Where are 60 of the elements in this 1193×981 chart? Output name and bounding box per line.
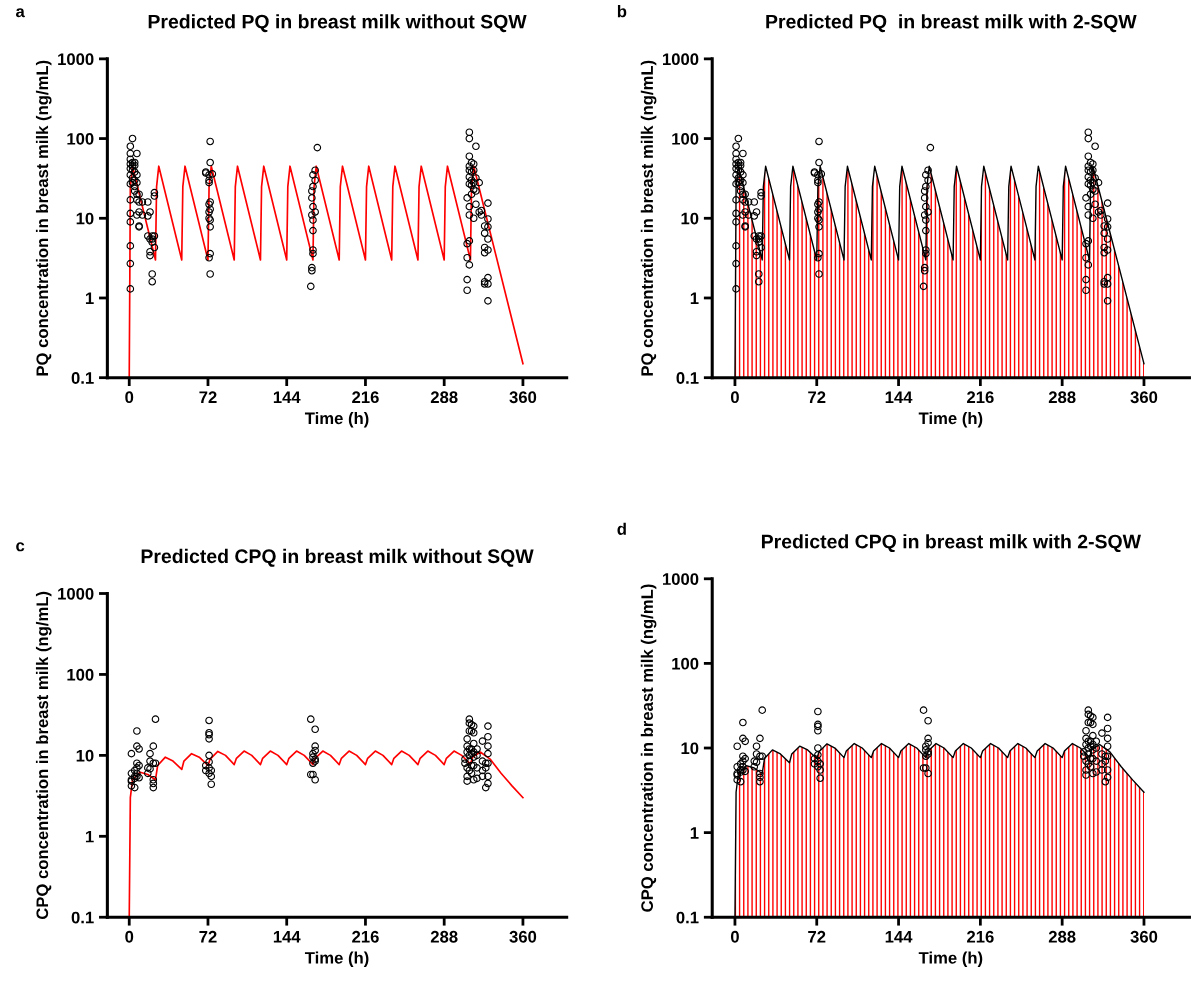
x-tick-label: 216 [967,930,994,943]
y-tick-label: 1 [690,292,699,305]
x-tick-label: 288 [1048,930,1076,943]
text: c [16,542,25,552]
y-tick-label: 0.1 [71,911,94,924]
text: b [617,5,627,18]
y-tick-label: 10 [681,742,699,755]
y-axis-title: PQ concentration in breast milk (ng/mL) [35,60,52,376]
y-tick-label: 10 [76,749,94,762]
y-tick-label: 0.1 [71,372,94,384]
x-tick-label: 72 [199,391,217,403]
x-tick-label: 288 [430,391,458,404]
y-tick-label: 10 [76,212,94,225]
y-tick-label: 1000 [663,573,699,585]
text: a [16,8,25,18]
x-tick-label: 216 [352,391,379,404]
x-axis-title: Time (h) [304,951,369,968]
x-tick-label: 0 [730,391,739,404]
y-tick-label: 10 [681,212,699,225]
y-tick-label: 100 [672,132,699,145]
chart-title: Predicted PQ in breast milk with 2-SQW [766,14,1137,33]
x-tick-label: 144 [885,391,913,403]
y-tick-label: 1 [85,830,94,843]
x-tick-label: 72 [808,391,826,403]
x-tick-label: 72 [199,930,217,943]
x-tick-label: 360 [1130,391,1158,404]
x-tick-label: 360 [509,391,537,404]
chart-title: Predicted PQ in breast milk without SQW [148,14,527,33]
y-tick-label: 100 [67,668,94,681]
x-tick-label: 0 [125,930,134,943]
x-tick-label: 72 [808,930,826,943]
x-tick-label: 216 [352,930,379,943]
x-tick-label: 0 [125,391,134,404]
x-tick-label: 144 [273,391,301,403]
x-axis-title: Time (h) [918,411,983,428]
x-tick-label: 144 [885,931,913,943]
y-tick-label: 100 [672,657,699,670]
x-tick-label: 360 [1130,930,1158,943]
y-tick-label: 1 [690,827,699,839]
x-tick-label: 0 [730,930,739,943]
y-tick-label: 0.1 [676,372,699,384]
y-tick-label: 1 [85,292,94,305]
y-tick-label: 0.1 [676,911,699,924]
y-tick-label: 1000 [663,53,699,66]
x-tick-label: 216 [967,391,994,404]
y-axis-title: CPQ concentration in breast milk (ng/mL) [35,591,52,920]
y-tick-label: 1000 [58,53,94,66]
x-tick-label: 360 [509,930,537,943]
y-axis-title: PQ concentration in breast milk (ng/mL) [640,60,657,376]
x-tick-label: 288 [1048,391,1076,404]
chart-title: Predicted CPQ in breast milk without SQW [141,548,534,567]
text: d [617,522,626,535]
y-tick-label: 1000 [58,587,94,600]
chart-title: Predicted CPQ in breast milk with 2-SQW [761,534,1141,553]
x-tick-label: 288 [430,930,458,943]
x-tick-label: 144 [273,931,301,943]
x-axis-title: Time (h) [304,411,369,428]
x-axis-title: Time (h) [918,951,983,968]
y-axis-title: CPQ concentration in breast milk (ng/mL) [640,584,657,912]
y-tick-label: 100 [67,132,94,145]
